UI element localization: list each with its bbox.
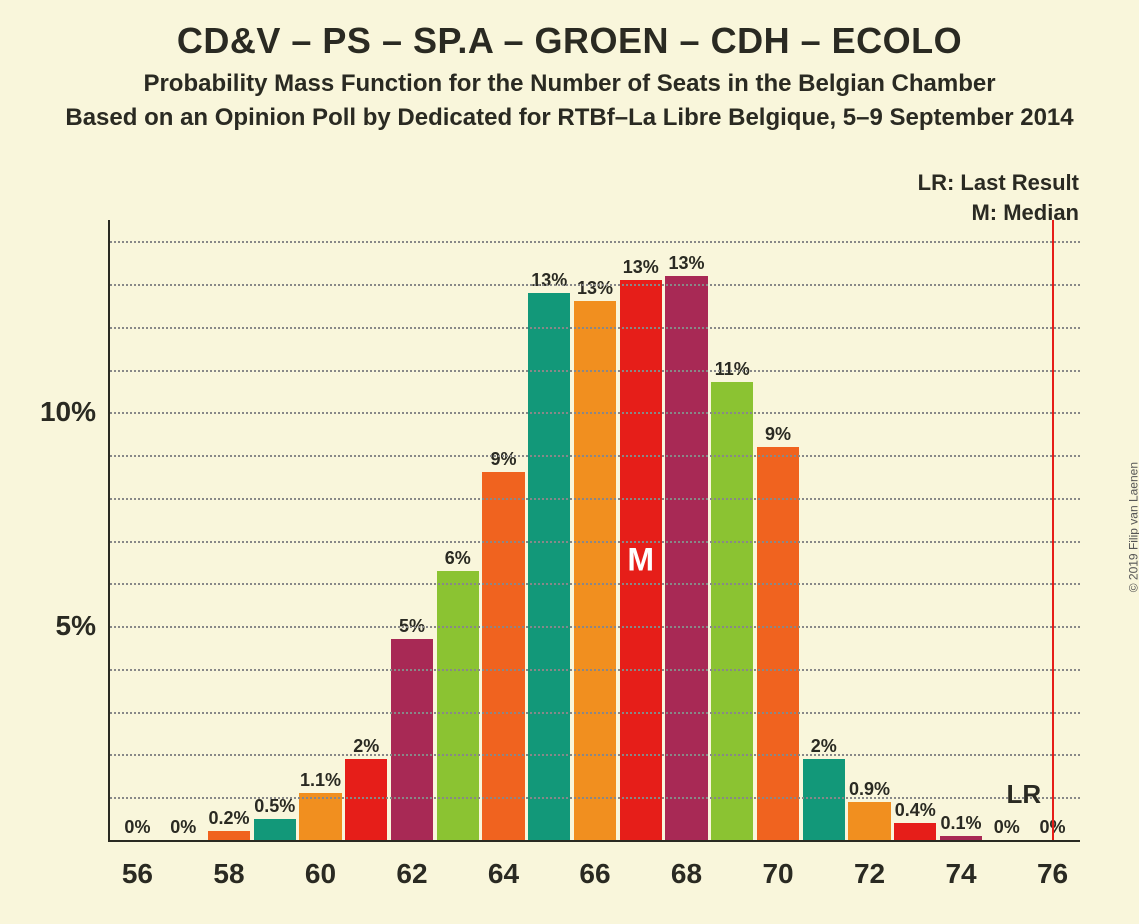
bar-value-label: 13% [668, 253, 704, 274]
x-tick-label: 68 [671, 858, 702, 890]
gridline-minor [110, 712, 1080, 714]
copyright-text: © 2019 Filip van Laenen [1126, 462, 1139, 592]
bar-value-label: 0.4% [895, 800, 936, 821]
x-tick-label: 58 [213, 858, 244, 890]
bar-value-label: 13% [531, 270, 567, 291]
x-tick-label: 62 [396, 858, 427, 890]
gridline-major [110, 412, 1080, 414]
bar-value-label: 0.1% [941, 813, 982, 834]
plot-area: 0%0%0.2%0.5%1.1%2%5%6%9%13%13%13%M13%11%… [110, 220, 1080, 840]
gridline-minor [110, 669, 1080, 671]
bar-value-label: 0.2% [208, 808, 249, 829]
bar: 0.2% [208, 831, 250, 840]
bar-value-label: 13% [577, 278, 613, 299]
gridline-minor [110, 370, 1080, 372]
median-mark: M [627, 541, 654, 578]
bar: 0.9% [848, 802, 890, 840]
y-tick-label: 5% [56, 610, 110, 642]
bar: 0.5% [254, 819, 296, 840]
lr-label: LR [1007, 779, 1042, 810]
gridline-minor [110, 541, 1080, 543]
bars-container: 0%0%0.2%0.5%1.1%2%5%6%9%13%13%13%M13%11%… [110, 220, 1080, 840]
x-tick-label: 56 [122, 858, 153, 890]
bar: 0.1% [940, 836, 982, 840]
gridline-minor [110, 583, 1080, 585]
bar-value-label: 1.1% [300, 770, 341, 791]
bar: 13% [528, 293, 570, 840]
lr-line [1052, 220, 1054, 840]
gridline-major [110, 626, 1080, 628]
gridline-minor [110, 284, 1080, 286]
bar: 9% [757, 447, 799, 840]
bar: 2% [345, 759, 387, 840]
x-tick-label: 76 [1037, 858, 1068, 890]
x-tick-label: 74 [945, 858, 976, 890]
x-tick-label: 70 [762, 858, 793, 890]
x-tick-label: 60 [305, 858, 336, 890]
gridline-minor [110, 455, 1080, 457]
y-tick-label: 10% [40, 396, 110, 428]
bar: 9% [482, 472, 524, 840]
bar-value-label: 6% [445, 548, 471, 569]
bar-value-label: 9% [765, 424, 791, 445]
chart-subtitle-2: Based on an Opinion Poll by Dedicated fo… [0, 104, 1139, 132]
bar-value-label: 0% [994, 817, 1020, 838]
gridline-minor [110, 498, 1080, 500]
gridline-minor [110, 754, 1080, 756]
bar: 6% [437, 571, 479, 840]
bar: 0.4% [894, 823, 936, 840]
bar-value-label: 0% [170, 817, 196, 838]
bar-value-label: 9% [490, 449, 516, 470]
legend-lr: LR: Last Result [918, 170, 1079, 196]
x-tick-label: 66 [579, 858, 610, 890]
bar-value-label: 0% [124, 817, 150, 838]
title-block: CD&V – PS – SP.A – GROEN – CDH – ECOLO P… [0, 0, 1139, 132]
gridline-minor [110, 241, 1080, 243]
bar-value-label: 13% [623, 257, 659, 278]
chart-subtitle-1: Probability Mass Function for the Number… [0, 70, 1139, 98]
gridline-minor [110, 327, 1080, 329]
chart-title: CD&V – PS – SP.A – GROEN – CDH – ECOLO [0, 20, 1139, 62]
bar: 2% [803, 759, 845, 840]
bar: 1.1% [299, 793, 341, 840]
x-tick-label: 72 [854, 858, 885, 890]
gridline-minor [110, 797, 1080, 799]
bar: 11% [711, 382, 753, 840]
x-tick-label: 64 [488, 858, 519, 890]
x-axis [108, 840, 1080, 842]
bar: 13% [574, 301, 616, 840]
